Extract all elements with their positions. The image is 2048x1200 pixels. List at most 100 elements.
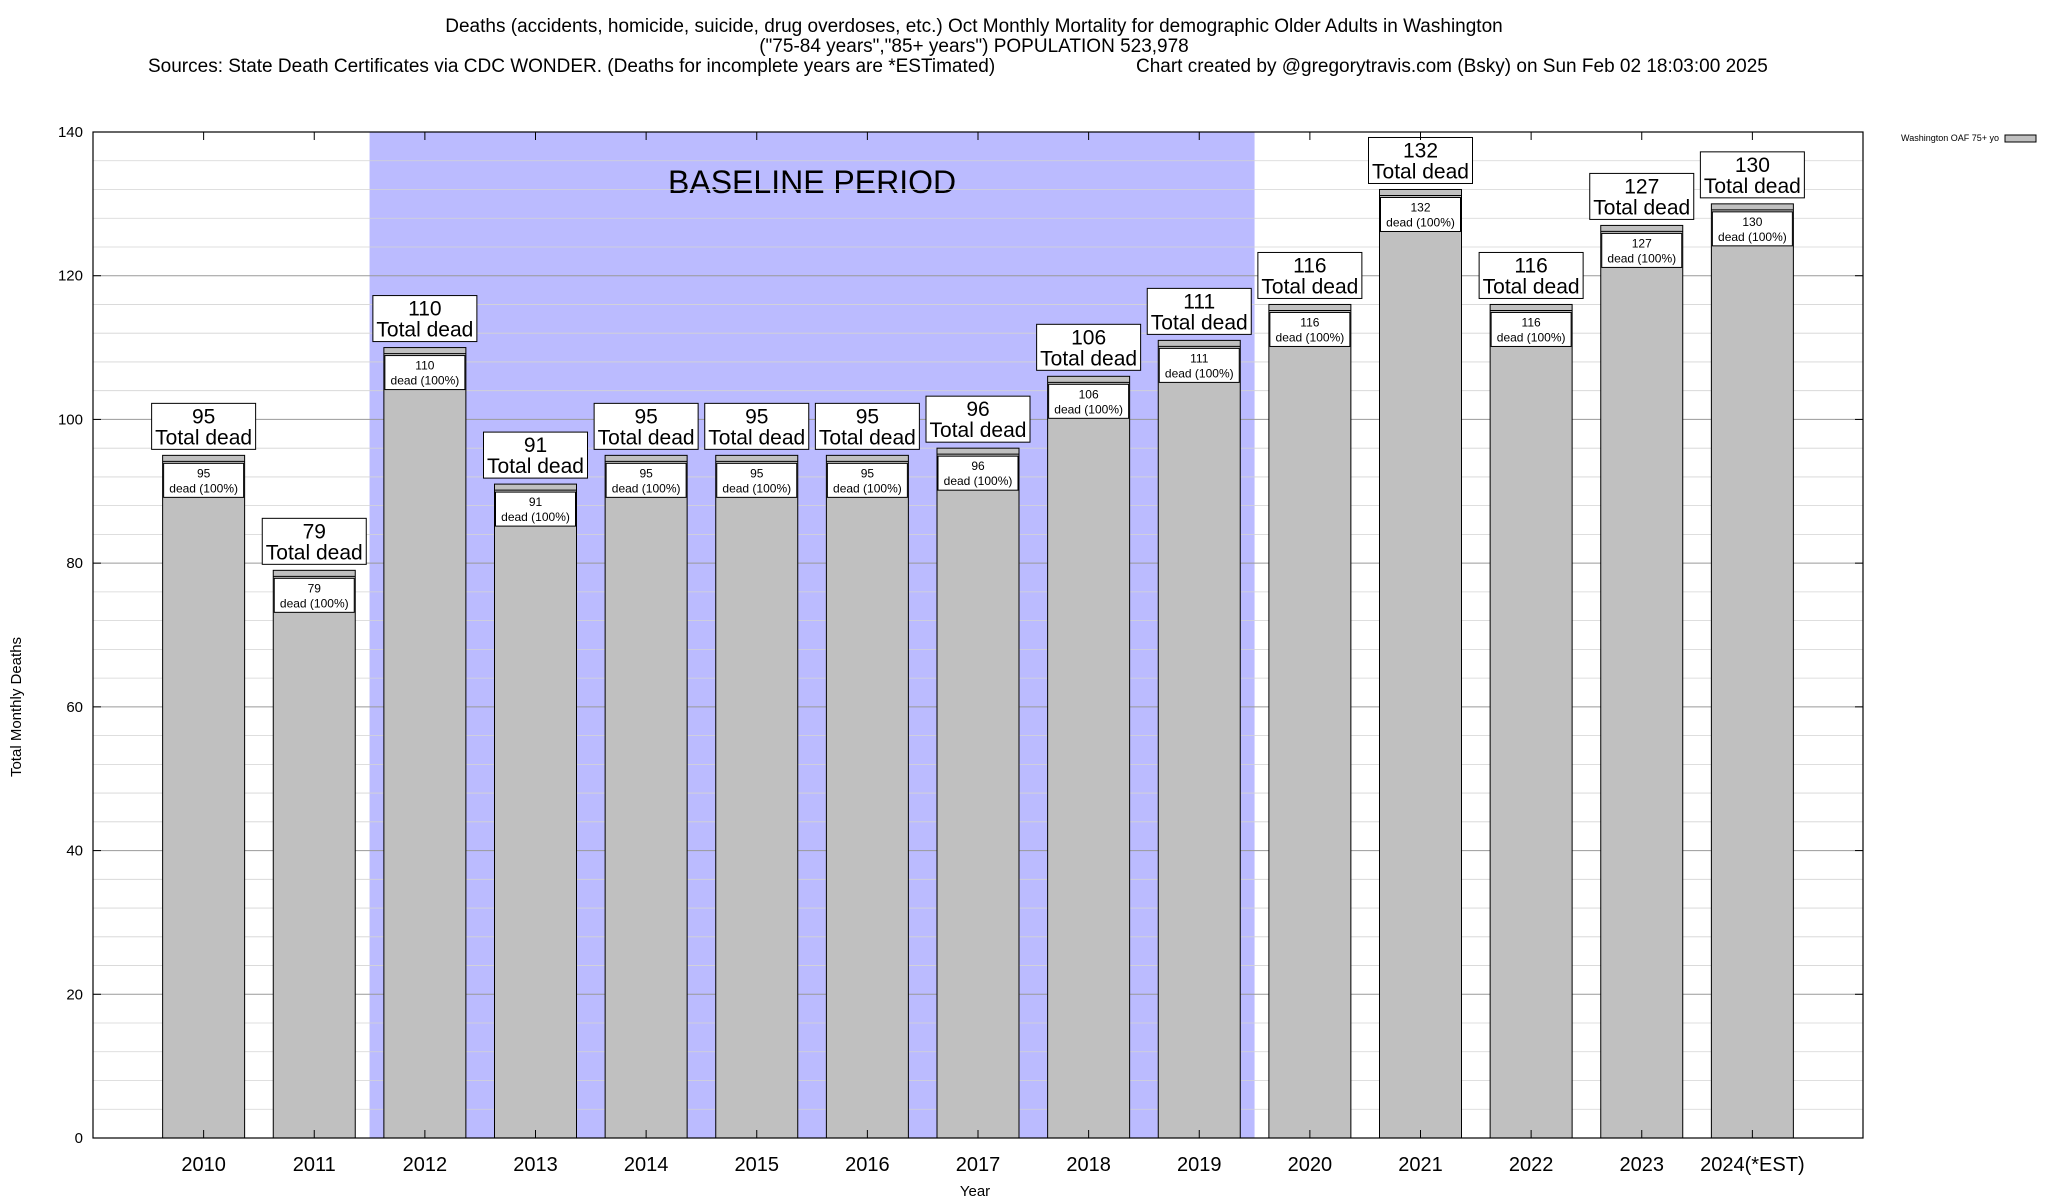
chart-title-group: Deaths (accidents, homicide, suicide, dr… [148, 16, 1768, 77]
total-label-value: 95 [745, 405, 768, 428]
x-tick-label: 2012 [403, 1154, 448, 1176]
inner-label-suffix: dead (100%) [501, 510, 570, 524]
total-label-suffix: Total dead [819, 426, 916, 449]
inner-label-box [1711, 211, 1793, 247]
inner-label-value: 95 [197, 466, 211, 480]
total-label-value: 95 [856, 405, 879, 428]
total-label-box [925, 395, 1031, 443]
y-tick-label: 100 [58, 411, 83, 428]
inner-label-box [1490, 311, 1572, 347]
bar-2011 [272, 569, 356, 1139]
chart-title-line-1: Deaths (accidents, homicide, suicide, dr… [445, 16, 1502, 37]
total-label-box [704, 402, 810, 450]
total-label-value: 96 [966, 398, 989, 421]
x-tick-label: 2020 [1288, 1154, 1333, 1176]
total-label-value: 116 [1514, 254, 1547, 277]
x-tick-label: 2016 [845, 1154, 890, 1176]
inner-label-box [1601, 232, 1683, 268]
total-label-suffix: Total dead [1372, 160, 1469, 183]
inner-label-suffix: dead (100%) [944, 474, 1013, 488]
y-tick-label: 120 [58, 268, 83, 285]
y-tick-label: 140 [58, 124, 83, 141]
inner-label-value: 111 [1190, 351, 1209, 365]
total-label-box [814, 402, 920, 450]
inner-label-suffix: dead (100%) [1718, 230, 1787, 244]
chart-credit: Chart created by @gregorytravis.com (Bsk… [1136, 56, 1768, 77]
inner-label-value: 95 [639, 466, 653, 480]
total-label-value: 132 [1403, 139, 1438, 162]
inner-label-box [1380, 196, 1461, 232]
total-label-suffix: Total dead [487, 455, 584, 478]
inner-label-box [826, 462, 908, 498]
inner-label-suffix: dead (100%) [391, 374, 460, 388]
inner-label-suffix: dead (100%) [1497, 330, 1566, 344]
total-label-value: 95 [634, 405, 657, 428]
inner-label-suffix: dead (100%) [722, 481, 791, 495]
total-label-value: 106 [1071, 326, 1106, 349]
total-label-value: 110 [408, 298, 441, 321]
y-tick-label: 40 [66, 843, 83, 860]
bar-2023 [1600, 224, 1684, 1139]
bar-2018 [1047, 375, 1131, 1139]
total-label-suffix: Total dead [1151, 311, 1248, 334]
total-label-suffix: Total dead [1483, 275, 1580, 298]
inner-label-value: 110 [415, 359, 434, 373]
inner-label-suffix: dead (100%) [1386, 215, 1455, 229]
total-label-box [372, 295, 478, 343]
bar-2014 [604, 454, 688, 1139]
x-tick-label: 2022 [1509, 1154, 1554, 1176]
total-label-box [1478, 251, 1584, 299]
inner-label-suffix: dead (100%) [612, 481, 681, 495]
bars-layer [162, 188, 1794, 1139]
bar-2013 [494, 483, 577, 1139]
inner-label-suffix: dead (100%) [169, 481, 238, 495]
bar-2019 [1157, 339, 1241, 1139]
inner-label-box [716, 462, 798, 498]
bar-2022 [1489, 303, 1573, 1139]
inner-label-suffix: dead (100%) [1607, 251, 1676, 265]
total-label-suffix: Total dead [376, 319, 473, 342]
y-tick-label: 0 [75, 1130, 83, 1147]
total-label-box [1368, 136, 1473, 184]
bar-2021 [1379, 188, 1462, 1139]
bar-2010 [162, 454, 246, 1139]
inner-label-value: 106 [1079, 387, 1099, 401]
inner-label-box [1158, 347, 1240, 383]
bar-2017 [936, 447, 1020, 1139]
bar-2024(*EST) [1710, 203, 1794, 1139]
total-label-suffix: Total dead [1040, 347, 1137, 370]
inner-label-value: 132 [1410, 200, 1430, 214]
total-label-suffix: Total dead [1593, 196, 1690, 219]
x-tick-label: 2023 [1620, 1154, 1665, 1176]
y-tick-label: 20 [66, 986, 83, 1003]
legend-label: Washington OAF 75+ yo [1901, 133, 1999, 143]
total-label-suffix: Total dead [598, 426, 695, 449]
inner-label-value: 116 [1300, 315, 1319, 329]
total-label-value: 95 [192, 405, 215, 428]
inner-label-value: 127 [1632, 236, 1652, 250]
inner-label-suffix: dead (100%) [833, 481, 902, 495]
inner-label-value: 116 [1522, 315, 1541, 329]
y-axis-label: Total Monthly Deaths [8, 637, 25, 777]
chart-title-line-2: ("75-84 years","85+ years") POPULATION 5… [759, 36, 1189, 57]
total-label-value: 91 [524, 434, 547, 457]
bar-2012 [383, 347, 467, 1139]
inner-label-value: 95 [750, 466, 764, 480]
inner-label-box [384, 355, 466, 391]
bar-2016 [825, 454, 909, 1139]
x-tick-label: 2024(*EST) [1700, 1154, 1805, 1176]
inner-label-value: 79 [308, 581, 322, 595]
total-label-value: 79 [303, 520, 326, 543]
inner-label-box [163, 462, 245, 498]
y-tick-label: 60 [66, 699, 83, 716]
x-tick-label: 2014 [624, 1154, 669, 1176]
x-tick-label: 2011 [293, 1154, 336, 1176]
x-axis-label: Year [960, 1183, 990, 1200]
total-label-box [1257, 251, 1363, 299]
inner-label-box [273, 577, 355, 613]
inner-label-value: 130 [1742, 215, 1762, 229]
total-label-box [261, 517, 367, 565]
total-label-box [1699, 151, 1805, 199]
total-label-box [593, 402, 699, 450]
x-tick-label: 2019 [1177, 1154, 1222, 1176]
